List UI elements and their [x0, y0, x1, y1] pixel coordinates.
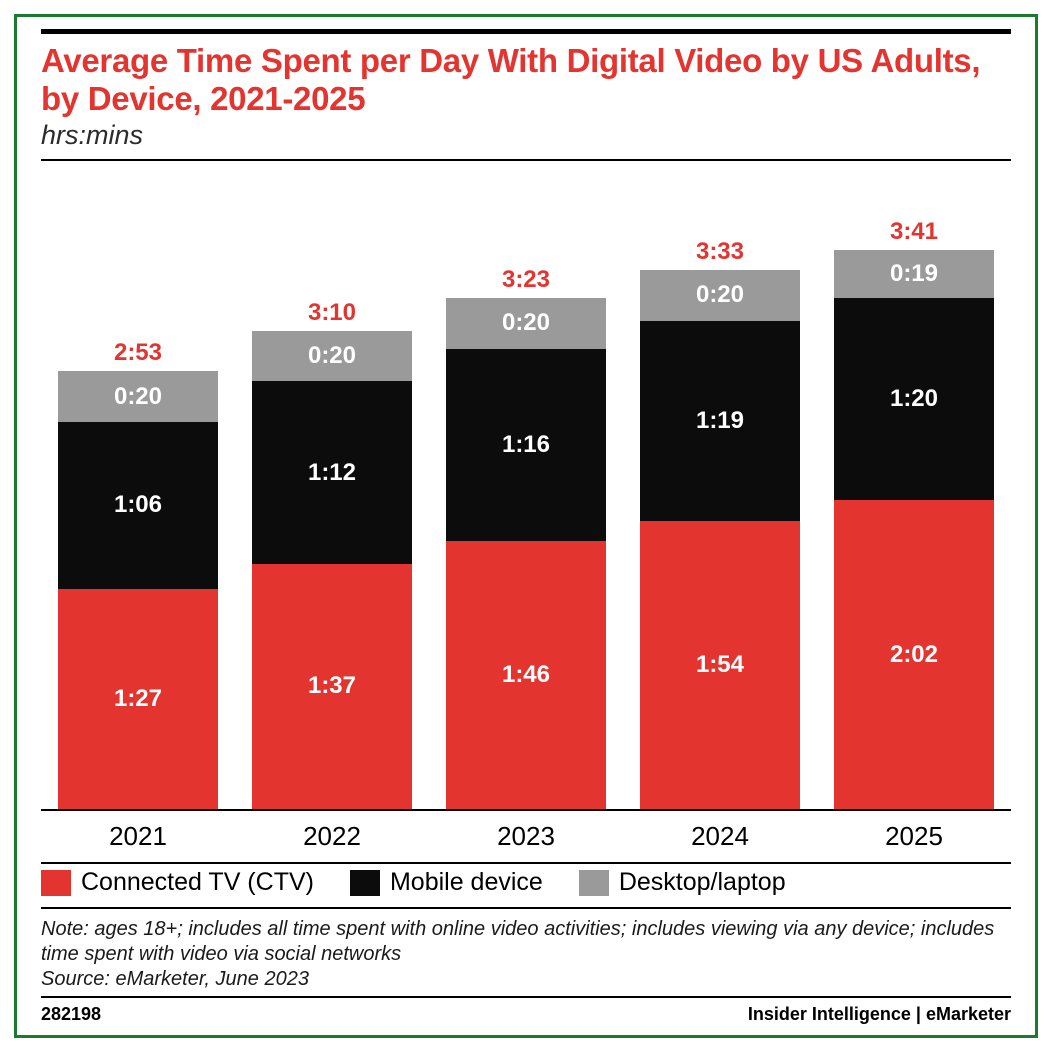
bar-total-label: 3:23: [502, 266, 550, 294]
x-axis-label: 2021: [54, 821, 222, 852]
legend-label: Connected TV (CTV): [81, 868, 314, 897]
legend-swatch: [350, 870, 380, 896]
bar-total-label: 3:10: [308, 299, 356, 327]
bar-stack: 0:201:121:37: [252, 331, 412, 809]
brand-label: Insider Intelligence | eMarketer: [748, 1004, 1011, 1025]
legend-item: Desktop/laptop: [579, 868, 786, 897]
bar-total-label: 3:41: [890, 218, 938, 246]
bar-stack: 0:201:161:46: [446, 298, 606, 809]
chart-id: 282198: [41, 1004, 101, 1025]
bar-segment: 0:20: [640, 270, 800, 321]
bar-column: 3:33 0:201:191:54: [636, 238, 804, 809]
footer: 282198 Insider Intelligence | eMarketer: [41, 998, 1011, 1027]
bar-segment: 0:20: [252, 331, 412, 382]
bar-segment: 1:19: [640, 321, 800, 521]
bar-segment: 0:19: [834, 250, 994, 298]
legend-item: Connected TV (CTV): [41, 868, 314, 897]
legend-swatch: [579, 870, 609, 896]
x-axis-labels: 2021 2022 2023 2024 2025: [41, 821, 1011, 852]
bar-segment: 0:20: [446, 298, 606, 349]
bar-segment: 1:54: [640, 521, 800, 809]
bar-column: 2:53 0:201:061:27: [54, 339, 222, 809]
top-rule: [41, 29, 1011, 34]
bar-segment: 1:27: [58, 589, 218, 809]
bars-region: 2:530:201:061:273:100:201:121:373:230:20…: [41, 161, 1011, 811]
x-axis-label: 2025: [830, 821, 998, 852]
bar-segment: 1:12: [252, 381, 412, 563]
chart-title: Average Time Spent per Day With Digital …: [41, 42, 1011, 118]
bar-segment: 1:06: [58, 422, 218, 589]
chart-card: Average Time Spent per Day With Digital …: [14, 14, 1038, 1038]
bar-segment: 1:37: [252, 564, 412, 809]
bar-segment: 2:02: [834, 500, 994, 809]
x-axis-label: 2023: [442, 821, 610, 852]
legend-label: Desktop/laptop: [619, 868, 786, 897]
bar-stack: 0:201:191:54: [640, 270, 800, 809]
note-text: Note: ages 18+; includes all time spent …: [41, 918, 994, 965]
legend-swatch: [41, 870, 71, 896]
bar-stack: 0:201:061:27: [58, 371, 218, 809]
source-text: Source: eMarketer, June 2023: [41, 968, 309, 990]
bar-column: 3:23 0:201:161:46: [442, 266, 610, 809]
bar-segment: 1:20: [834, 298, 994, 500]
bar-segment: 1:46: [446, 541, 606, 809]
x-axis-label: 2022: [248, 821, 416, 852]
bar-total-label: 3:33: [696, 238, 744, 266]
bar-column: 3:41 0:191:202:02: [830, 218, 998, 809]
bar-column: 3:10 0:201:121:37: [248, 299, 416, 809]
chart-area: 2:530:201:061:273:100:201:121:373:230:20…: [41, 161, 1011, 862]
chart-note: Note: ages 18+; includes all time spent …: [41, 909, 1011, 996]
legend-label: Mobile device: [390, 868, 543, 897]
legend-item: Mobile device: [350, 868, 543, 897]
bar-segment: 0:20: [58, 371, 218, 422]
legend: Connected TV (CTV) Mobile device Desktop/l…: [41, 864, 1011, 907]
chart-subtitle: hrs:mins: [41, 120, 1011, 151]
bar-stack: 0:191:202:02: [834, 250, 994, 809]
bar-total-label: 2:53: [114, 339, 162, 367]
bar-segment: 1:16: [446, 349, 606, 541]
x-axis-label: 2024: [636, 821, 804, 852]
